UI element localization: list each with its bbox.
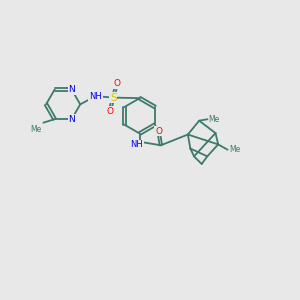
Text: N: N bbox=[68, 115, 75, 124]
Text: O: O bbox=[113, 79, 120, 88]
Text: N: N bbox=[68, 85, 75, 94]
Text: NH: NH bbox=[89, 92, 102, 100]
Text: NH: NH bbox=[130, 140, 143, 149]
Text: Me: Me bbox=[229, 145, 240, 154]
Text: Me: Me bbox=[30, 125, 41, 134]
Text: O: O bbox=[106, 107, 113, 116]
Text: Me: Me bbox=[208, 115, 220, 124]
Text: O: O bbox=[155, 127, 162, 136]
Text: S: S bbox=[110, 93, 116, 103]
